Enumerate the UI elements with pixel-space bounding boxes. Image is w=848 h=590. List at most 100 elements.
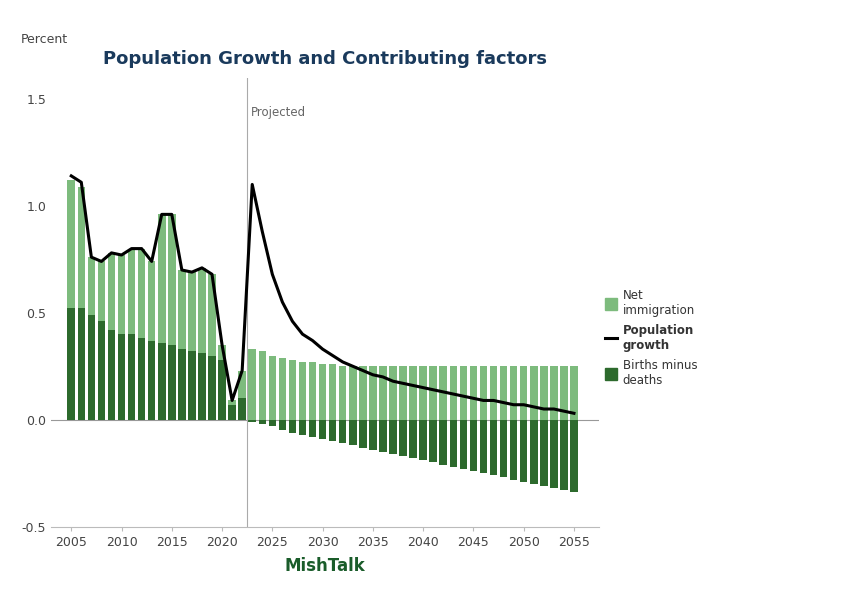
Bar — [288, 419, 296, 432]
Bar — [228, 405, 236, 419]
Bar — [238, 371, 246, 398]
Bar — [319, 419, 326, 439]
Bar — [218, 345, 226, 360]
Bar — [439, 419, 447, 464]
Bar — [449, 366, 457, 419]
Bar — [510, 419, 517, 480]
Bar — [138, 339, 145, 419]
Bar — [399, 366, 407, 419]
Bar — [550, 366, 558, 419]
Bar — [499, 366, 507, 419]
Bar — [420, 366, 427, 419]
Bar — [298, 419, 306, 435]
Bar — [359, 419, 366, 447]
Bar — [389, 366, 397, 419]
Bar — [410, 366, 417, 419]
Bar — [439, 366, 447, 419]
Bar — [349, 366, 356, 419]
Bar — [499, 419, 507, 477]
Bar — [118, 334, 126, 419]
Legend: Net
immigration, Population
growth, Births minus
deaths: Net immigration, Population growth, Birt… — [605, 289, 697, 387]
Bar — [158, 343, 165, 419]
Bar — [540, 366, 548, 419]
Bar — [98, 261, 105, 322]
Bar — [209, 356, 215, 419]
Bar — [68, 309, 75, 419]
Bar — [339, 366, 347, 419]
Bar — [98, 322, 105, 419]
Bar — [369, 366, 377, 419]
Bar — [248, 349, 256, 419]
Bar — [168, 345, 176, 419]
Bar — [420, 419, 427, 460]
Bar — [77, 186, 85, 309]
Bar — [339, 419, 347, 443]
Bar — [158, 214, 165, 343]
Bar — [218, 360, 226, 419]
Bar — [238, 398, 246, 419]
Bar — [128, 334, 136, 419]
Bar — [198, 353, 206, 419]
Bar — [259, 419, 266, 424]
Bar — [77, 309, 85, 419]
Bar — [198, 268, 206, 353]
Bar — [138, 248, 145, 339]
Bar — [530, 419, 538, 484]
Bar — [561, 366, 567, 419]
Bar — [550, 419, 558, 488]
Bar — [259, 351, 266, 419]
Bar — [429, 366, 437, 419]
Bar — [490, 366, 497, 419]
Title: Population Growth and Contributing factors: Population Growth and Contributing facto… — [103, 50, 547, 68]
Bar — [87, 257, 95, 315]
Bar — [410, 419, 417, 458]
Bar — [108, 253, 115, 330]
Bar — [298, 362, 306, 419]
Bar — [520, 366, 527, 419]
Bar — [178, 349, 186, 419]
Bar — [520, 419, 527, 481]
Bar — [349, 419, 356, 445]
Bar — [470, 366, 477, 419]
Bar — [561, 419, 567, 490]
Bar — [530, 366, 538, 419]
X-axis label: MishTalk: MishTalk — [285, 557, 365, 575]
Bar — [470, 419, 477, 471]
Bar — [228, 401, 236, 405]
Bar — [168, 214, 176, 345]
Bar — [248, 419, 256, 422]
Bar — [540, 419, 548, 486]
Bar — [329, 364, 337, 419]
Bar — [399, 419, 407, 456]
Bar — [490, 419, 497, 476]
Bar — [379, 366, 387, 419]
Bar — [269, 356, 276, 419]
Bar — [480, 419, 488, 473]
Bar — [449, 419, 457, 467]
Bar — [148, 261, 155, 340]
Bar — [309, 362, 316, 419]
Bar — [369, 419, 377, 450]
Bar — [269, 419, 276, 426]
Bar — [379, 419, 387, 452]
Bar — [118, 255, 126, 334]
Bar — [359, 366, 366, 419]
Bar — [128, 248, 136, 334]
Bar — [319, 364, 326, 419]
Text: Percent: Percent — [21, 33, 68, 46]
Bar — [279, 419, 286, 430]
Bar — [570, 366, 577, 419]
Bar — [309, 419, 316, 437]
Bar — [429, 419, 437, 463]
Bar — [87, 315, 95, 419]
Bar — [148, 340, 155, 419]
Bar — [288, 360, 296, 419]
Bar — [188, 351, 196, 419]
Bar — [570, 419, 577, 493]
Bar — [329, 419, 337, 441]
Bar — [209, 274, 215, 356]
Bar — [480, 366, 488, 419]
Bar — [279, 358, 286, 419]
Bar — [68, 180, 75, 309]
Bar — [460, 366, 467, 419]
